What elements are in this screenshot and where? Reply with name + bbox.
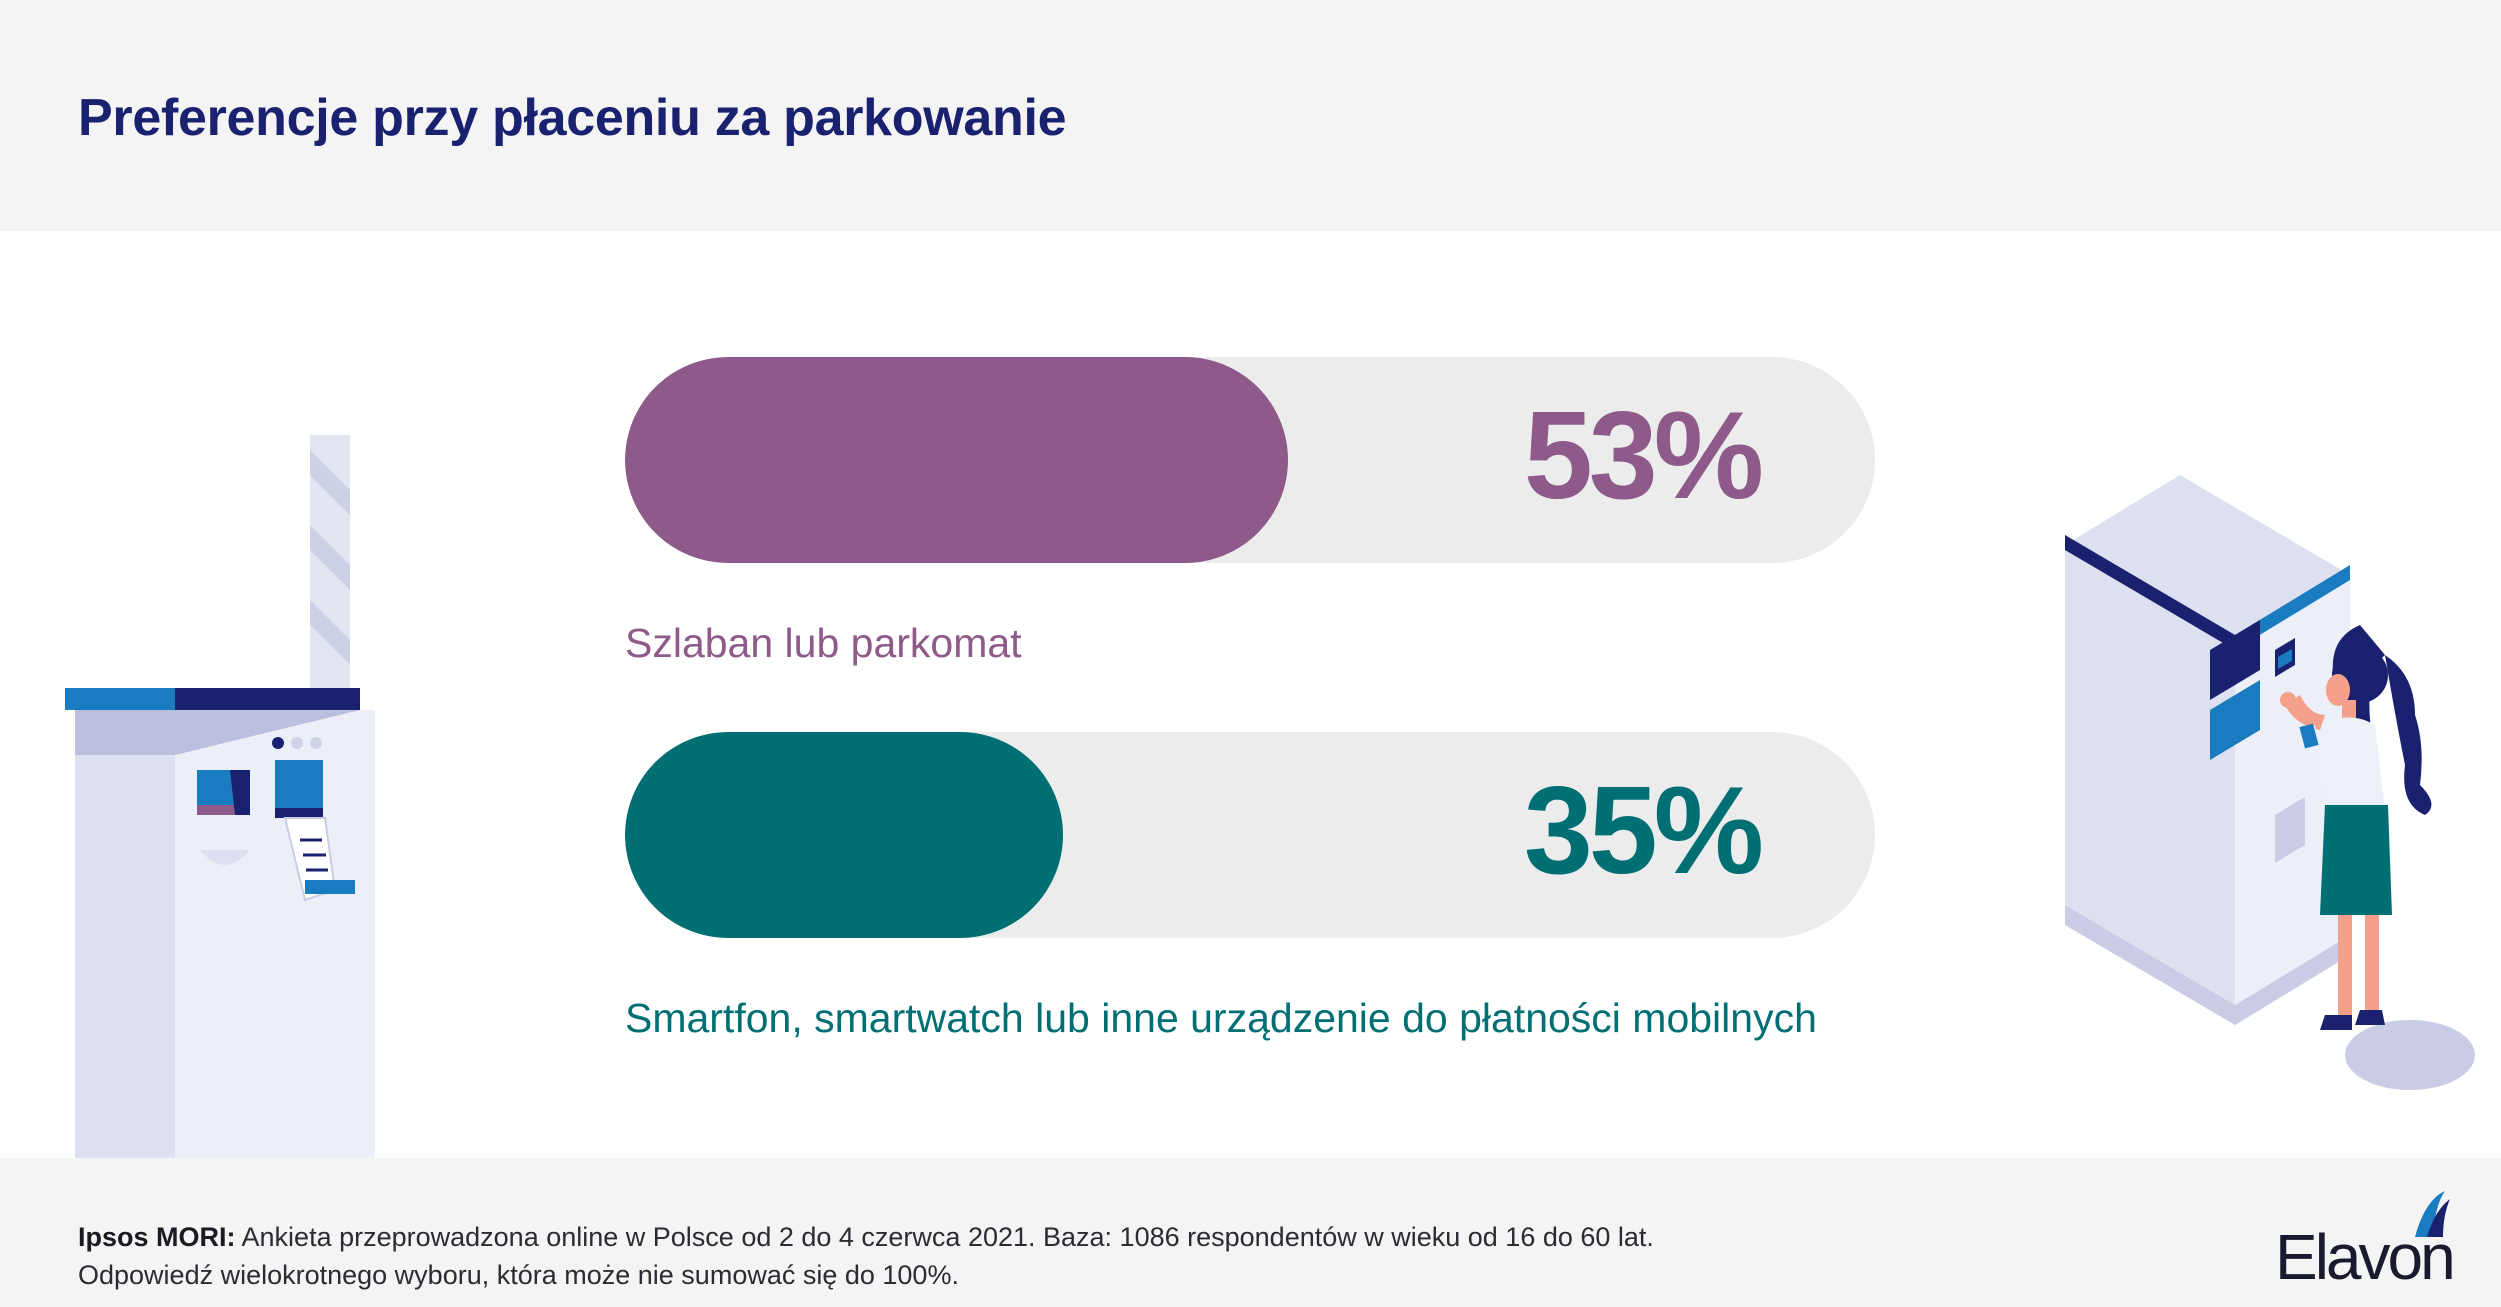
- source-note: Ipsos MORI: Ankieta przeprowadzona onlin…: [78, 1218, 2178, 1294]
- woman-kiosk-illustration: [2065, 475, 2475, 1090]
- logo-text: Elavon: [2275, 1221, 2456, 1293]
- logo-swoosh-icon: [2415, 1191, 2450, 1237]
- bar-category-label-1: Szlaban lub parkomat: [625, 620, 1022, 666]
- bar-fill-1: [625, 357, 1288, 563]
- bar-track-1: [625, 357, 1875, 563]
- bar-chart: 53% Szlaban lub parkomat 35% Smartfon, s…: [625, 357, 1875, 1041]
- footer-band: [0, 1158, 2501, 1307]
- bar-value-label-1: 53%: [1523, 387, 1764, 525]
- elavon-logo: Elavon: [2275, 1185, 2475, 1293]
- bar-value-label-2: 35%: [1523, 762, 1764, 900]
- source-label: Ipsos MORI:: [78, 1222, 236, 1252]
- note-line-2: Odpowiedź wielokrotnego wyboru, która mo…: [78, 1260, 959, 1290]
- bar-category-label-2: Smartfon, smartwatch lub inne urządzenie…: [625, 995, 1817, 1041]
- header-band: Preferencje przy płaceniu za parkowanie: [0, 0, 2501, 231]
- source-text: Ankieta przeprowadzona online w Polsce o…: [235, 1222, 1654, 1252]
- parking-barrier-illustration: [65, 435, 375, 1160]
- bar-track-2: [625, 732, 1875, 938]
- page-title: Preferencje przy płaceniu za parkowanie: [78, 89, 1067, 147]
- bar-fill-2: [625, 732, 1063, 938]
